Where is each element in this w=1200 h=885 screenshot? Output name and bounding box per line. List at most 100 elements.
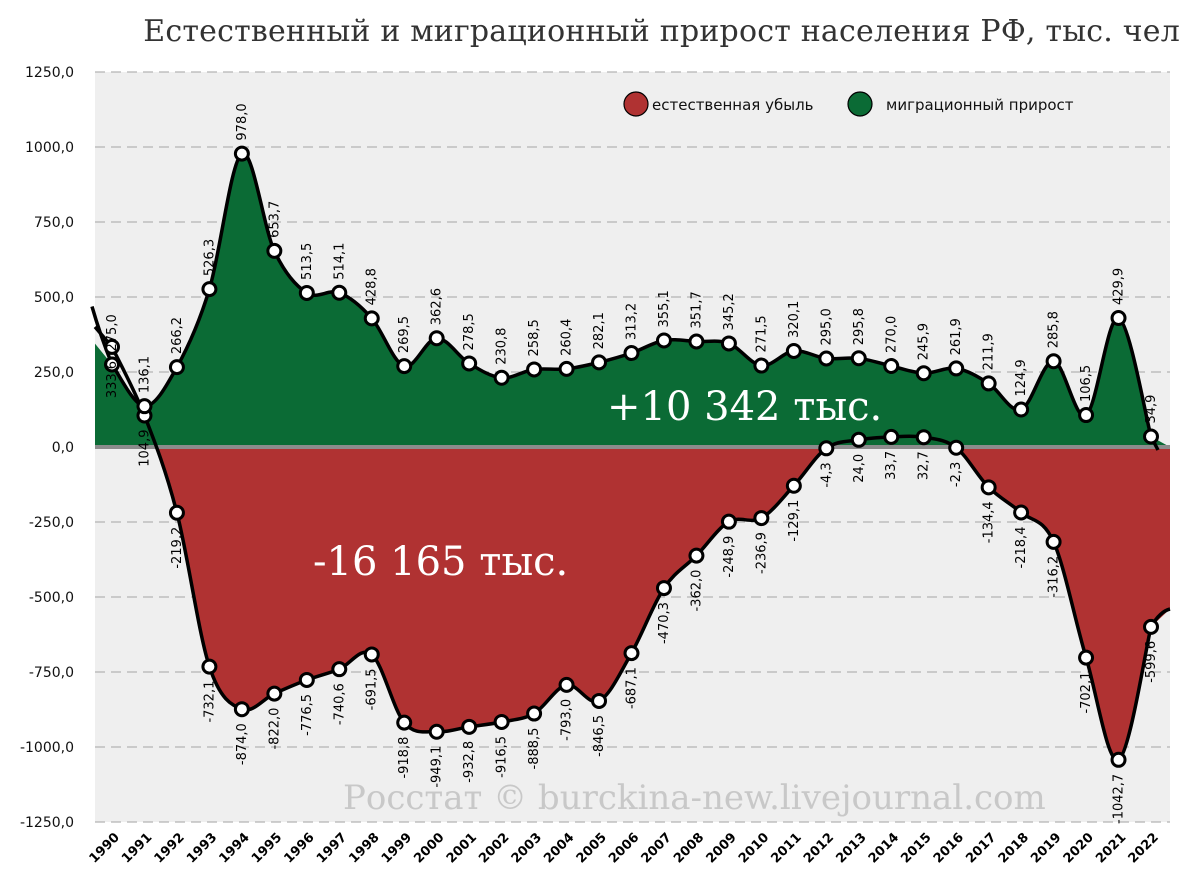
migration-data-label: 295,8: [852, 308, 867, 345]
migration-data-label: 269,5: [397, 316, 412, 353]
y-tick-label: -1000,0: [20, 740, 74, 756]
natural-point: [883, 428, 900, 445]
natural-point: [363, 646, 380, 663]
x-tick-label: 2019: [1028, 830, 1064, 866]
natural-point: [720, 513, 737, 530]
migration-data-label: 514,1: [332, 243, 347, 280]
x-tick-label: 2016: [931, 830, 967, 866]
migration-point: [980, 375, 997, 392]
migration-data-label: 282,1: [592, 312, 607, 349]
migration-data-label: 978,0: [235, 103, 250, 140]
migration-point: [136, 398, 153, 415]
natural-data-label: -219,2: [170, 527, 185, 569]
x-tick-label: 2000: [411, 830, 447, 866]
natural-point: [266, 685, 283, 702]
natural-point: [558, 676, 575, 693]
natural-data-label: -470,3: [657, 602, 672, 644]
y-tick-label: 250,0: [34, 365, 74, 381]
chart-title: Естественный и миграционный прирост насе…: [143, 14, 1180, 49]
natural-data-label: -248,9: [722, 536, 737, 578]
natural-point: [850, 431, 867, 448]
natural-data-label: -599,6: [1144, 641, 1159, 683]
migration-data-label: 362,6: [430, 288, 445, 325]
x-tick-label: 1992: [152, 830, 188, 866]
migration-data-label: 124,9: [1014, 359, 1029, 396]
natural-data-label: -691,5: [365, 668, 380, 710]
migration-data-label: 275,0: [105, 314, 120, 351]
natural-data-label: -822,0: [267, 708, 282, 750]
y-tick-label: -250,0: [29, 515, 74, 531]
migration-point: [298, 284, 315, 301]
migration-area: [95, 153, 1170, 447]
migration-point: [720, 335, 737, 352]
x-tick-label: 2013: [833, 830, 869, 866]
y-tick-label: 500,0: [34, 290, 74, 306]
data-points: [104, 145, 1159, 768]
x-tick-label: 1999: [379, 830, 415, 866]
migration-point: [104, 356, 120, 373]
natural-total-annotation: -16 165 тыс.: [313, 539, 568, 585]
natural-point: [1045, 533, 1062, 550]
natural-point: [785, 477, 802, 494]
natural-point: [1078, 649, 1095, 666]
natural-area: [95, 447, 1170, 760]
migration-total-annotation: +10 342 тыс.: [607, 384, 882, 430]
migration-point: [753, 357, 770, 374]
migration-point: [493, 369, 510, 386]
natural-data-label: -702,1: [1079, 672, 1094, 714]
natural-point: [104, 338, 120, 355]
x-tick-label: 2003: [509, 830, 545, 866]
natural-data-label: -1042,7: [1112, 774, 1127, 824]
natural-point: [233, 701, 250, 718]
migration-point: [915, 365, 932, 382]
x-tick-label: 2021: [1093, 830, 1129, 866]
migration-data-label: 526,3: [202, 239, 217, 276]
x-tick-label: 2009: [704, 830, 740, 866]
natural-data-label: -732,1: [202, 681, 217, 723]
migration-point: [1110, 310, 1127, 327]
migration-point: [266, 242, 283, 259]
migration-data-label: 136,1: [137, 356, 152, 393]
migration-data-label: 245,9: [917, 323, 932, 360]
x-tick-label: 2012: [801, 830, 837, 866]
migration-point: [655, 332, 672, 349]
natural-data-label: -134,4: [982, 501, 997, 543]
y-tick-label: -750,0: [29, 665, 74, 681]
migration-point: [168, 359, 185, 376]
natural-data-label: 333,6: [105, 361, 120, 398]
natural-data-label: -949,1: [430, 746, 445, 788]
migration-point: [785, 342, 802, 359]
migration-point: [591, 354, 608, 371]
x-tick-label: 2001: [444, 830, 480, 866]
migration-point: [818, 350, 835, 367]
x-tick-label: 2015: [898, 830, 934, 866]
migration-point: [1045, 353, 1062, 370]
x-tick-label: 2006: [606, 830, 642, 866]
x-tick-label: 2022: [1126, 830, 1162, 866]
natural-data-label: -129,1: [787, 500, 802, 542]
x-tick-label: 1997: [314, 830, 350, 866]
natural-data-label: -4,3: [819, 462, 834, 487]
x-tick-label: 2004: [541, 830, 577, 866]
migration-point: [558, 360, 575, 377]
migration-data-label: 106,5: [1079, 365, 1094, 402]
natural-point: [493, 713, 510, 730]
migration-data-label: 355,1: [657, 290, 672, 327]
legend-marker-natural: [623, 91, 649, 117]
x-tick-label: 2007: [639, 830, 675, 866]
y-tick-label: -1250,0: [20, 815, 74, 831]
x-tick-label: 1994: [217, 830, 253, 866]
migration-data-label: 351,7: [689, 291, 704, 328]
x-tick-label: 2005: [574, 830, 610, 866]
natural-data-label: -916,5: [495, 736, 510, 778]
natural-point: [526, 705, 543, 722]
natural-point: [1143, 618, 1159, 635]
natural-point: [591, 692, 608, 709]
migration-point: [428, 330, 445, 347]
natural-point: [1013, 504, 1030, 521]
migration-point: [396, 358, 413, 375]
y-tick-label: 750,0: [34, 215, 74, 231]
natural-point: [915, 429, 932, 446]
migration-data-label: 230,8: [495, 328, 510, 365]
x-tick-label: 2008: [671, 830, 707, 866]
